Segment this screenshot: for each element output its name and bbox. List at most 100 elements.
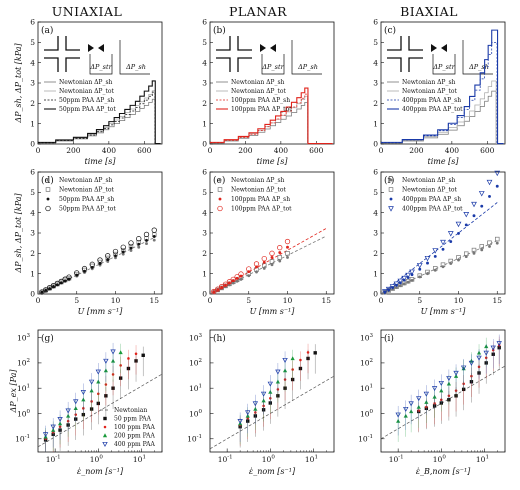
marker-circle: [81, 265, 88, 272]
series-line: [210, 93, 333, 144]
x-tick-label: 10-1: [218, 455, 233, 465]
marker-circle: [58, 278, 64, 285]
marker-triangle: [260, 391, 267, 397]
marker-dot: [152, 235, 156, 238]
newtonian-line: [37, 373, 163, 448]
marker-triangle: [478, 191, 485, 197]
y-tick-label: 103: [360, 333, 374, 343]
marker-triangle: [252, 401, 259, 407]
marker-circle: [112, 248, 119, 255]
pressure-box-right: [119, 40, 150, 75]
y-tick-label: 6: [373, 168, 378, 177]
y-tick-label: 2: [373, 249, 378, 258]
y-tick-label: 2: [202, 99, 207, 108]
x-tick-label: 10: [111, 296, 121, 305]
marker-circle: [269, 250, 275, 256]
marker-triangle: [468, 360, 475, 366]
marker-circle: [45, 205, 51, 212]
y-tick-label: 1: [373, 269, 378, 278]
marker-dot: [389, 197, 393, 201]
marker-circle: [143, 231, 150, 238]
x-tick-label: 0: [36, 146, 41, 155]
marker-triangle: [403, 406, 409, 412]
marker-dot: [270, 263, 274, 267]
marker-circle: [238, 271, 244, 277]
marker-dot: [114, 256, 117, 260]
y-tick-label: 3: [202, 79, 207, 88]
channel-walls: [216, 36, 252, 72]
legend-label: Newtonian ΔP_sh: [231, 79, 285, 86]
x-tick-label: 0: [379, 146, 384, 155]
panel-label: (h): [213, 333, 226, 344]
channel-walls: [44, 36, 80, 72]
x-tick-label: 101: [305, 455, 318, 465]
panel-label: (f): [384, 175, 394, 186]
marker-dot: [286, 245, 289, 249]
channel-walls: [387, 36, 423, 72]
marker-circle: [234, 274, 240, 280]
y-tick-label: 5: [30, 188, 35, 197]
plot-frame: [380, 329, 506, 453]
legend-label: 50ppm PAA ΔP_sh: [59, 196, 114, 203]
marker-dot: [114, 254, 117, 258]
marker-triangle: [494, 170, 501, 177]
marker-dot: [286, 255, 289, 259]
marker-dot: [218, 197, 222, 201]
x-tick-label: 0: [379, 296, 384, 305]
pressure-box-left: [261, 54, 285, 75]
inset-label-str: ΔP_str: [261, 63, 284, 71]
y-tick-label: 5: [30, 38, 35, 47]
x-axis-label: ε̇_nom [s⁻¹]: [249, 467, 296, 476]
x-tick-label: 100: [262, 455, 276, 465]
marker-dot: [40, 290, 44, 294]
marker-dot: [457, 231, 460, 235]
marker-triangle: [463, 212, 470, 218]
marker-triangle: [110, 349, 116, 355]
legend-label: 100ppm PAA ΔP_tot: [231, 206, 292, 213]
marker-circle: [246, 266, 252, 272]
legend-label: Newtonian ΔP_sh: [59, 79, 113, 86]
marker-triangle: [455, 221, 462, 228]
marker-dot: [52, 285, 55, 288]
marker-triangle: [385, 286, 392, 293]
marker-triangle: [460, 365, 467, 371]
inset-label-sh: ΔP_sh: [125, 63, 146, 71]
y-tick-label: 10-1: [15, 434, 30, 444]
legend-label: Newtonian ΔP_tot: [402, 88, 457, 95]
marker-triangle: [447, 231, 454, 237]
newtonian-line: [209, 375, 335, 450]
marker-square: [269, 259, 275, 264]
marker-triangle: [483, 350, 489, 356]
column-title-uniaxial: UNIAXIAL: [52, 4, 123, 19]
marker-triangle: [424, 255, 431, 262]
marker-circle: [230, 276, 236, 283]
y-axis-label: ΔP_ex [Pa]: [9, 369, 18, 414]
series-line: [210, 101, 333, 144]
x-tick-label: 10: [454, 296, 464, 305]
legend-label: Newtonian: [114, 407, 147, 414]
marker-triangle: [416, 263, 423, 269]
panel-label: (c): [384, 25, 396, 36]
y-tick-label: 3: [373, 229, 378, 238]
marker-dot: [152, 238, 156, 242]
marker-square: [425, 269, 430, 275]
legend-label: 50ppm PAA ΔP_tot: [59, 106, 116, 113]
marker-circle: [222, 281, 229, 287]
marker-dot: [121, 250, 125, 254]
marker-circle: [97, 257, 103, 263]
y-tick-label: 102: [17, 358, 30, 368]
marker-dot: [255, 270, 258, 274]
y-tick-label: 10-1: [187, 434, 202, 444]
marker-triangle: [405, 272, 412, 279]
marker-circle: [215, 286, 221, 292]
marker-dot: [46, 197, 50, 201]
legend-label: 100ppm PAA ΔP_sh: [231, 196, 290, 203]
x-axis-label: time [s]: [428, 157, 460, 166]
legend: Newtonian ΔP_sh Newtonian ΔP_tot 400ppm PA…: [388, 177, 463, 213]
marker-circle: [128, 240, 134, 246]
marker-triangle: [102, 433, 108, 438]
x-tick-label: 10-1: [389, 455, 404, 465]
y-tick-label: 2: [30, 249, 35, 258]
x-tick-label: 200: [409, 146, 424, 155]
